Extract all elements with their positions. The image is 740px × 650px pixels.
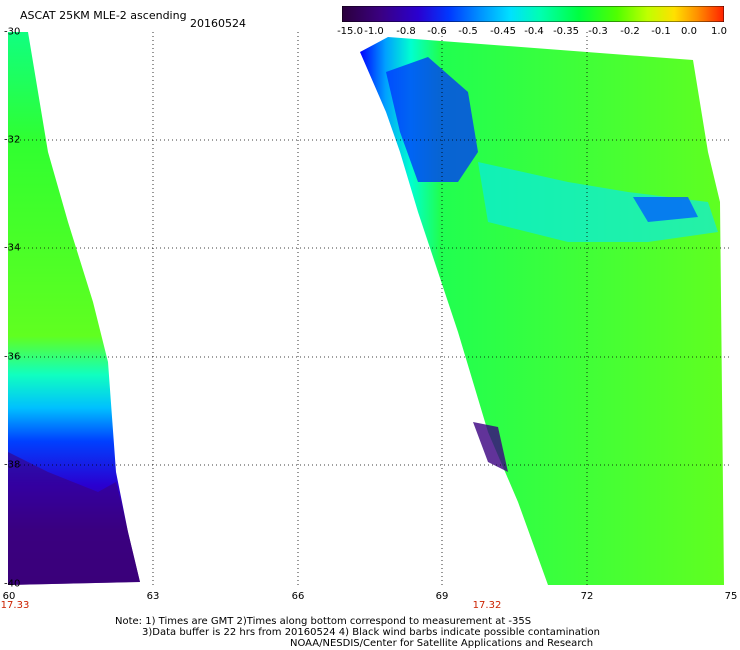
cb-label: -0.5 [458, 26, 478, 37]
cb-label: -0.3 [588, 26, 608, 37]
note-line-1: Note: 1) Times are GMT 2)Times along bot… [115, 616, 532, 627]
right-swath-blue-patch [633, 197, 698, 222]
time-label: 17.33 [0, 600, 30, 611]
cb-label: -15.0 [337, 26, 363, 37]
colorbar [342, 6, 724, 22]
chart-title: ASCAT 25KM MLE-2 ascending [20, 9, 187, 22]
chart-date: 20160524 [190, 17, 246, 30]
cb-label: -0.2 [620, 26, 640, 37]
lat-label: -40 [4, 578, 21, 590]
note-line-2: 3)Data buffer is 22 hrs from 20160524 4)… [142, 627, 600, 638]
lat-label: -30 [4, 26, 21, 38]
graticule [8, 32, 732, 585]
cb-label: -0.8 [396, 26, 416, 37]
cb-label: 1.0 [711, 26, 727, 37]
lat-label: -34 [4, 242, 21, 254]
lat-label: -38 [4, 459, 21, 471]
time-label: 17.32 [472, 600, 502, 611]
cb-label: 0.0 [681, 26, 697, 37]
note-line-3: NOAA/NESDIS/Center for Satellite Applica… [290, 638, 594, 649]
cb-label: -0.35 [553, 26, 579, 37]
swath-map [8, 32, 732, 585]
cb-label: -0.4 [524, 26, 544, 37]
lat-label: -32 [4, 134, 21, 146]
cb-label: -0.45 [490, 26, 516, 37]
cb-label: -0.1 [651, 26, 671, 37]
lat-label: -36 [4, 351, 21, 363]
lon-label: 60 [2, 591, 16, 602]
lon-label: 66 [291, 591, 305, 602]
right-swath-violet-edge [473, 422, 508, 472]
right-swath-cyan-band [478, 162, 718, 242]
lon-label: 63 [146, 591, 160, 602]
right-swath-blue [386, 57, 478, 182]
lon-label: 72 [580, 591, 594, 602]
cb-label: -0.6 [427, 26, 447, 37]
left-swath-core [8, 452, 140, 585]
left-swath [8, 32, 140, 585]
lon-label: 69 [435, 591, 449, 602]
lon-label: 75 [724, 591, 738, 602]
cb-label: -1.0 [364, 26, 384, 37]
